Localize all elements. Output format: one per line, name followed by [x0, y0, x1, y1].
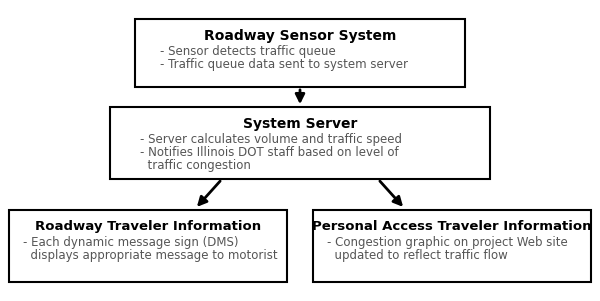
Text: System Server: System Server [243, 117, 357, 131]
FancyBboxPatch shape [110, 107, 490, 179]
Text: displays appropriate message to motorist: displays appropriate message to motorist [23, 249, 278, 262]
Text: - Traffic queue data sent to system server: - Traffic queue data sent to system serv… [160, 58, 408, 71]
Text: - Server calculates volume and traffic speed: - Server calculates volume and traffic s… [140, 133, 402, 146]
FancyBboxPatch shape [135, 19, 465, 87]
Text: traffic congestion: traffic congestion [140, 159, 251, 172]
Text: - Notifies Illinois DOT staff based on level of: - Notifies Illinois DOT staff based on l… [140, 146, 398, 159]
Text: Roadway Sensor System: Roadway Sensor System [204, 29, 396, 43]
Text: - Each dynamic message sign (DMS): - Each dynamic message sign (DMS) [23, 236, 239, 249]
FancyBboxPatch shape [313, 210, 591, 282]
Text: updated to reflect traffic flow: updated to reflect traffic flow [327, 249, 508, 262]
Text: Roadway Traveler Information: Roadway Traveler Information [35, 220, 261, 233]
Text: - Congestion graphic on project Web site: - Congestion graphic on project Web site [327, 236, 568, 249]
Text: - Sensor detects traffic queue: - Sensor detects traffic queue [160, 45, 336, 58]
FancyBboxPatch shape [9, 210, 287, 282]
Text: Personal Access Traveler Information: Personal Access Traveler Information [312, 220, 592, 233]
